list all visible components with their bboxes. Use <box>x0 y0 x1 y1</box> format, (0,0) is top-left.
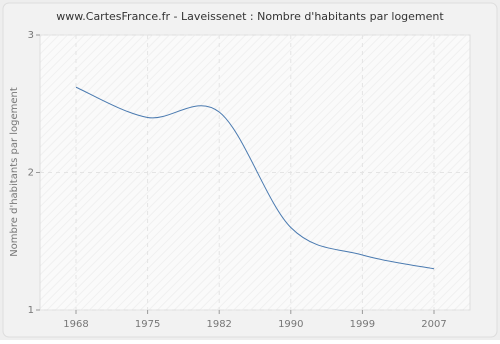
x-tick-label: 1990 <box>278 319 303 330</box>
x-tick-label: 1975 <box>135 319 160 330</box>
line <box>75 86 435 270</box>
x-tick-label: 1999 <box>350 319 375 330</box>
plot-area <box>39 34 471 311</box>
y-tick-label: 3 <box>28 30 34 41</box>
y-tick-label: 1 <box>28 305 34 316</box>
y-tick-label: 2 <box>28 168 34 179</box>
x-tick-label: 1968 <box>63 319 88 330</box>
x-tick-label: 1982 <box>206 319 231 330</box>
x-tick-label: 2007 <box>421 319 446 330</box>
chart-title: www.CartesFrance.fr - Laveissenet : Nomb… <box>56 10 444 23</box>
y-axis-label: Nombre d'habitants par logement <box>9 87 20 257</box>
